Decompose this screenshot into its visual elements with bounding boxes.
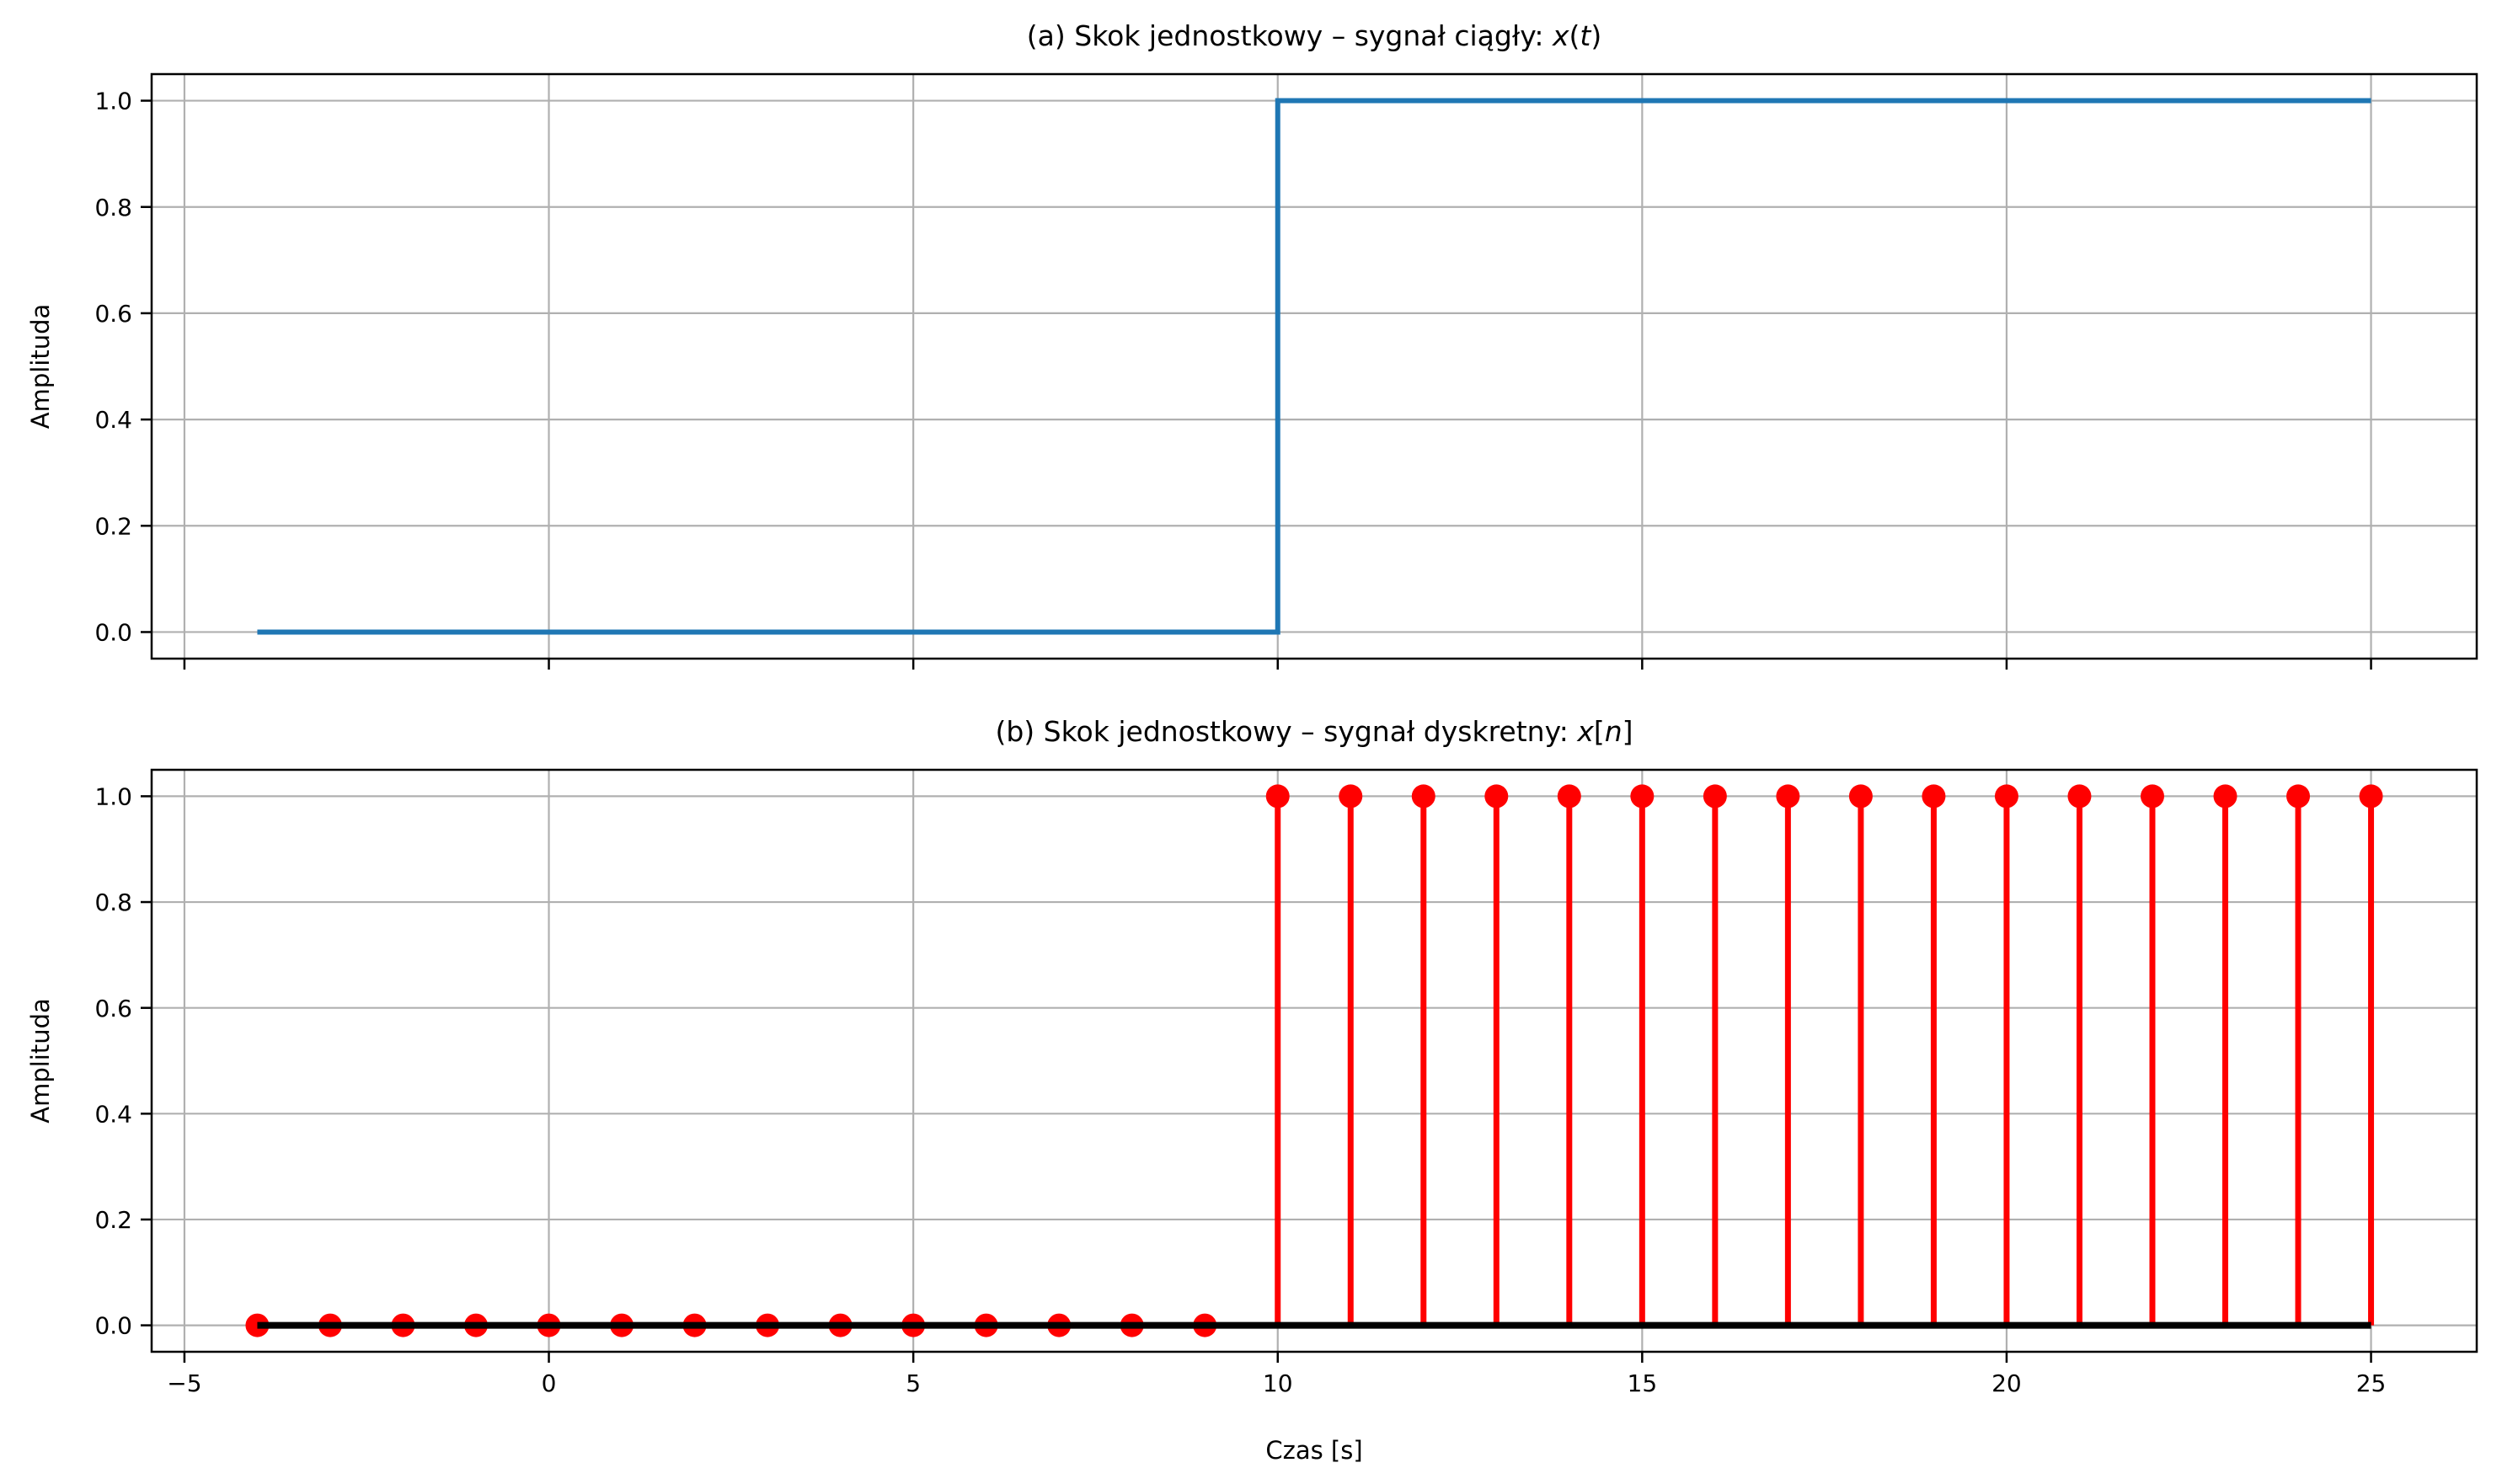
x-tick-label: 15 <box>1628 1369 1658 1397</box>
x-tick-label: 0 <box>542 1369 557 1397</box>
gridlines <box>152 74 2477 659</box>
y-axis-label: Amplituda <box>26 304 55 430</box>
subplot-title: (b) Skok jednostkowy – sygnał dyskretny:… <box>995 715 1633 748</box>
y-tick-label: 0.4 <box>94 1100 132 1128</box>
y-tick-label: 0.0 <box>94 619 132 647</box>
x-tick-label: 5 <box>906 1369 921 1397</box>
stem-marker <box>2067 784 2092 809</box>
stem-marker <box>2140 784 2164 809</box>
stem-marker <box>1557 784 1581 809</box>
x-tick-label: −5 <box>167 1369 201 1397</box>
continuous-step-line <box>257 98 2371 635</box>
stem-marker <box>2213 784 2237 809</box>
stem-marker <box>1848 784 1873 809</box>
y-tick-label: 0.6 <box>94 300 132 328</box>
y-tick-label: 0.8 <box>94 889 132 916</box>
subplot-a-continuous-step: 0.0 0.2 0.4 0.6 0.8 1.0 (a) Skok jednostkowy –… <box>26 19 2478 670</box>
stem-marker <box>1411 784 1435 809</box>
stem-marker <box>1703 784 1727 809</box>
x-tick-label: 10 <box>1263 1369 1293 1397</box>
x-tick-label: 20 <box>1991 1369 2022 1397</box>
y-tick-label: 0.0 <box>94 1312 132 1340</box>
stem-markers <box>245 784 2383 1337</box>
axes-spines <box>150 72 2478 660</box>
y-tick-label: 1.0 <box>94 88 132 115</box>
stem-marker <box>2359 784 2383 809</box>
stem-marker <box>1776 784 1800 809</box>
stem-marker <box>1339 784 1363 809</box>
y-tick-label: 0.6 <box>94 995 132 1022</box>
axes-spines <box>150 768 2478 1353</box>
y-tick-label: 0.8 <box>94 194 132 222</box>
stem-marker <box>1922 784 1946 809</box>
x-tick-label: 25 <box>2356 1369 2387 1397</box>
gridlines <box>152 770 2477 1352</box>
tick-marks <box>141 795 2372 1363</box>
stem-marker <box>1265 784 1290 809</box>
stem-marker <box>1994 784 2018 809</box>
stem-lines <box>1275 796 2375 1326</box>
y-axis-label: Amplituda <box>26 998 55 1124</box>
y-tick-label: 1.0 <box>94 782 132 810</box>
y-tick-label: 0.4 <box>94 406 132 434</box>
x-axis-label: Czas [s] <box>1265 1436 1362 1465</box>
y-tick-label: 0.2 <box>94 512 132 540</box>
stem-marker <box>2286 784 2311 809</box>
subplot-title: (a) Skok jednostkowy – sygnał ciągły: x(… <box>1027 19 1601 52</box>
subplot-b-discrete-step: 0.0 0.2 0.4 0.6 0.8 1.0 −5 0 5 10 15 20 25 (b) Skok j… <box>26 715 2478 1465</box>
stem-marker <box>1630 784 1655 809</box>
tick-marks <box>141 99 2372 670</box>
y-tick-label: 0.2 <box>94 1206 132 1234</box>
stem-marker <box>1484 784 1509 809</box>
